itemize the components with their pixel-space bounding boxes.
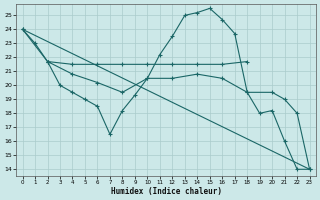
- X-axis label: Humidex (Indice chaleur): Humidex (Indice chaleur): [111, 187, 221, 196]
